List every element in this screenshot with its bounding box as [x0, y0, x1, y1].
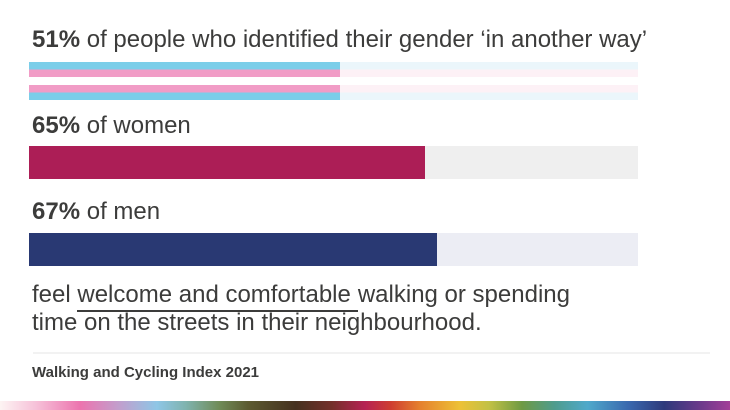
stat-label-men: of men [80, 198, 161, 225]
stat-heading-women: 65% of women [32, 112, 191, 141]
men-bar-fill [29, 233, 438, 266]
women-bar-track [29, 146, 638, 179]
trans-flag-bar-track [29, 62, 638, 100]
men-bar-track [29, 233, 638, 266]
stat-heading-men: 67% of men [32, 198, 160, 227]
caption-line2: time on the streets in their neighbourho… [32, 309, 482, 336]
stat-label-women: of women [80, 112, 191, 139]
caption-text: feel welcome and comfortable walking or s… [32, 281, 570, 337]
trans-flag-bar-fill [29, 62, 340, 100]
stat-heading-other-gender: 51% of people who identified their gende… [32, 26, 647, 55]
source-label: Walking and Cycling Index 2021 [32, 364, 260, 381]
stat-label-other-gender: of people who identified their gender ‘i… [80, 26, 648, 53]
women-bar-fill [29, 146, 425, 179]
footer-divider [33, 352, 710, 354]
stat-pct-women: 65% [32, 112, 81, 139]
caption-underlined-phrase: welcome and comfortable [77, 281, 358, 312]
caption-post: walking or spending [357, 281, 570, 308]
stat-pct-men: 67% [32, 198, 81, 225]
stat-pct-other-gender: 51% [32, 26, 81, 53]
caption-pre: feel [32, 281, 78, 308]
rainbow-stripe [0, 401, 730, 410]
